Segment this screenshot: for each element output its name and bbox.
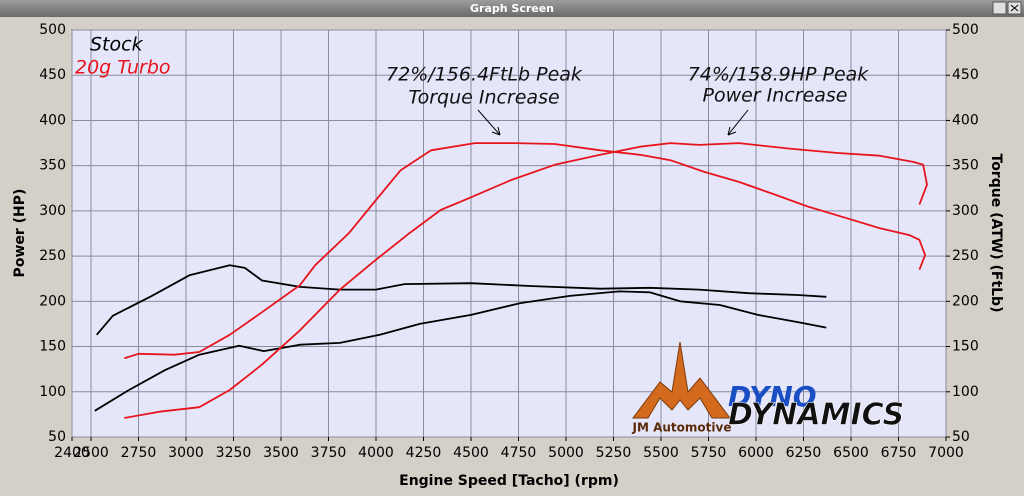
window-title: Graph Screen bbox=[470, 2, 554, 15]
close-icon bbox=[1010, 4, 1019, 12]
jm-logo-text: JM Automotive bbox=[632, 421, 732, 435]
x-tick-label: 2500 bbox=[73, 445, 109, 461]
y-tick-label: 350 bbox=[39, 158, 66, 174]
x-tick-label: 4250 bbox=[406, 445, 442, 461]
restore-button[interactable] bbox=[992, 1, 1007, 15]
legend-stock: Stock bbox=[90, 34, 144, 56]
y-tick-label: 100 bbox=[39, 384, 66, 400]
y2-tick-label: 250 bbox=[952, 248, 979, 264]
annotation-arrow bbox=[477, 109, 501, 136]
y2-tick-label: 400 bbox=[952, 112, 979, 128]
y2-tick-label: 150 bbox=[952, 339, 979, 355]
y2-axis-title: Torque (ATW) (FtLb) bbox=[988, 154, 1004, 313]
dyno-logo-text: DYNO bbox=[728, 380, 817, 413]
y2-tick-label: 350 bbox=[952, 158, 979, 174]
x-tick-label: 6250 bbox=[786, 445, 822, 461]
x-tick-label: 3500 bbox=[263, 445, 299, 461]
x-tick-label: 5000 bbox=[548, 445, 584, 461]
y-tick-label: 400 bbox=[39, 112, 66, 128]
series-line bbox=[124, 142, 928, 419]
y-tick-label: 500 bbox=[39, 22, 66, 38]
x-tick-label: 4750 bbox=[501, 445, 537, 461]
annotation-text: 74%/158.9HP Peak bbox=[688, 64, 870, 86]
y2-tick-label: 200 bbox=[952, 293, 979, 309]
series-line bbox=[96, 264, 827, 336]
y-tick-label: 250 bbox=[39, 248, 66, 264]
grid bbox=[71, 29, 947, 438]
x-tick-label: 5750 bbox=[691, 445, 727, 461]
x-tick-label: 6750 bbox=[881, 445, 917, 461]
x-axis-title: Engine Speed [Tacho] (rpm) bbox=[399, 473, 619, 489]
y-tick-label: 150 bbox=[39, 339, 66, 355]
x-tick-label: 4500 bbox=[453, 445, 489, 461]
title-bar bbox=[0, 0, 1024, 17]
x-tick-label: 4000 bbox=[358, 445, 394, 461]
y-tick-label: 50 bbox=[48, 429, 66, 445]
annotation-arrow bbox=[727, 109, 749, 136]
y2-tick-label: 300 bbox=[952, 203, 979, 219]
x-tick-label: 5250 bbox=[596, 445, 632, 461]
jm-logo-mark bbox=[632, 341, 731, 419]
y-tick-label: 300 bbox=[39, 203, 66, 219]
x-tick-label: 2400 bbox=[54, 445, 90, 461]
x-tick-label: 5500 bbox=[643, 445, 679, 461]
y2-tick-label: 500 bbox=[952, 22, 979, 38]
x-tick-label: 2750 bbox=[121, 445, 157, 461]
legend-turbo: 20g Turbo bbox=[75, 57, 171, 79]
x-tick-label: 6000 bbox=[738, 445, 774, 461]
series-line bbox=[94, 290, 827, 412]
x-tick-label: 3750 bbox=[311, 445, 347, 461]
annotation-text: 72%/156.4FtLb Peak bbox=[386, 64, 583, 86]
y2-tick-label: 50 bbox=[952, 429, 970, 445]
y-tick-label: 200 bbox=[39, 293, 66, 309]
annotation-text: Torque Increase bbox=[408, 87, 559, 109]
x-tick-label: 7000 bbox=[928, 445, 964, 461]
annotation-text: Power Increase bbox=[703, 85, 848, 107]
y-axis-title: Power (HP) bbox=[12, 189, 28, 278]
x-tick-label: 6500 bbox=[833, 445, 869, 461]
y2-tick-label: 100 bbox=[952, 384, 979, 400]
x-tick-label: 3250 bbox=[216, 445, 252, 461]
series-line bbox=[124, 142, 926, 360]
y-tick-label: 450 bbox=[39, 67, 66, 83]
x-tick-label: 3000 bbox=[168, 445, 204, 461]
dynamics-logo-text: DYNAMICS bbox=[728, 398, 904, 433]
lines bbox=[94, 142, 928, 419]
plot-area bbox=[71, 29, 947, 438]
y2-tick-label: 450 bbox=[952, 67, 979, 83]
